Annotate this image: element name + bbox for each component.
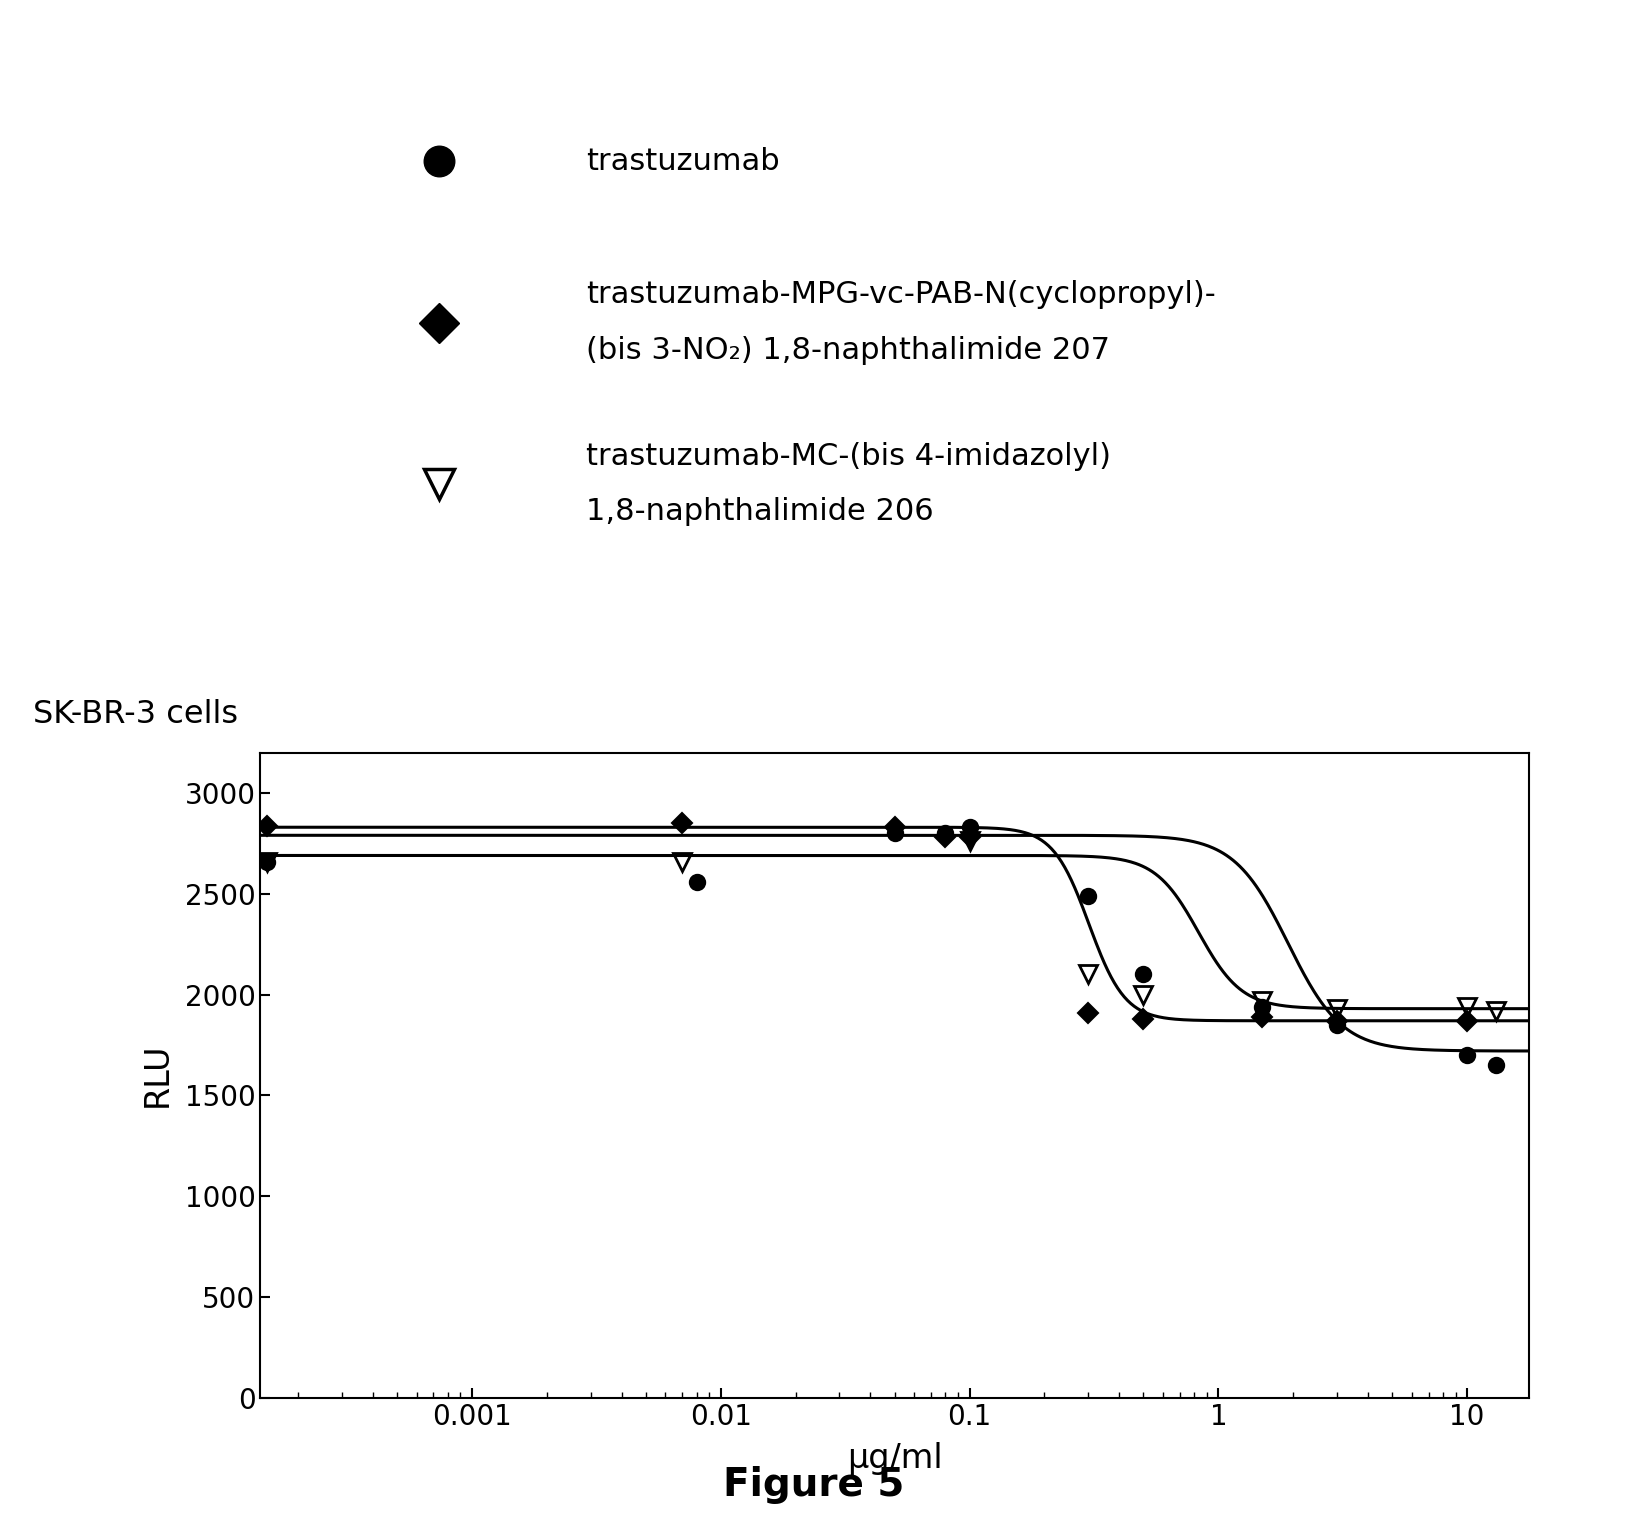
Text: 1,8-naphthalimide 206: 1,8-naphthalimide 206 bbox=[586, 498, 934, 525]
Text: (bis 3-NO₂) 1,8-naphthalimide 207: (bis 3-NO₂) 1,8-naphthalimide 207 bbox=[586, 336, 1110, 364]
Text: trastuzumab-MPG-vc-PAB-N(cyclopropyl)-: trastuzumab-MPG-vc-PAB-N(cyclopropyl)- bbox=[586, 281, 1215, 309]
Text: trastuzumab-MC-(bis 4-imidazolyl): trastuzumab-MC-(bis 4-imidazolyl) bbox=[586, 442, 1111, 470]
Text: SK-BR-3 cells: SK-BR-3 cells bbox=[33, 699, 238, 730]
Text: Figure 5: Figure 5 bbox=[722, 1467, 905, 1504]
X-axis label: μg/ml: μg/ml bbox=[848, 1442, 942, 1475]
Text: trastuzumab: trastuzumab bbox=[586, 147, 779, 175]
Y-axis label: RLU: RLU bbox=[140, 1043, 174, 1107]
